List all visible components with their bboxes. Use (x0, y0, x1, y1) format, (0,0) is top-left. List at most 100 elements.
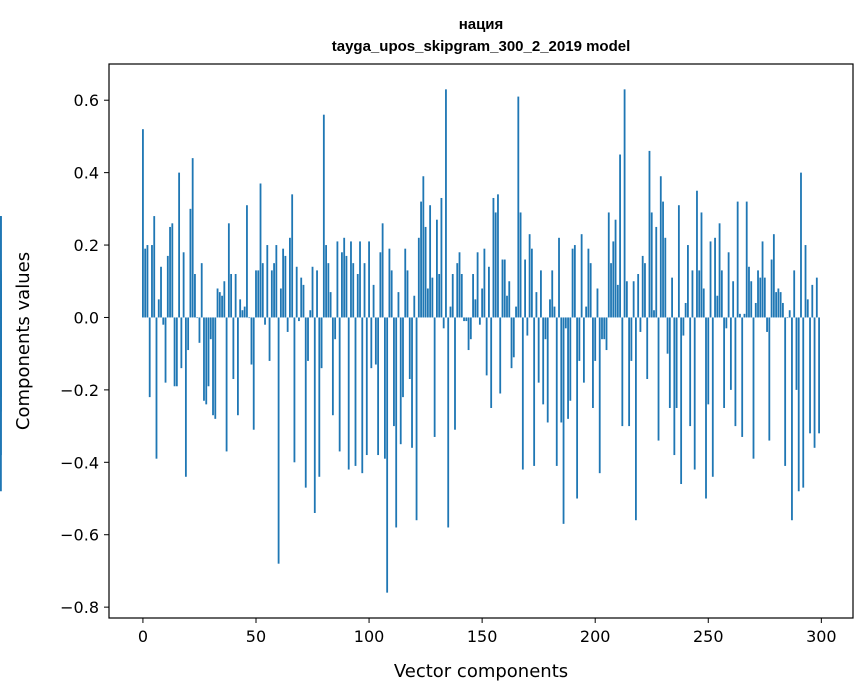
bar (169, 226, 171, 318)
chart-subtitle: tayga_upos_skipgram_300_2_2019 model (332, 38, 631, 55)
bar (802, 317, 805, 488)
bar (467, 317, 470, 351)
bar (510, 317, 513, 369)
bar (424, 226, 427, 318)
y-tick-label: 0.4 (74, 164, 99, 183)
bar (576, 317, 579, 499)
bar (388, 248, 391, 318)
bar (218, 292, 221, 318)
bar (261, 263, 264, 318)
bar (540, 270, 542, 318)
bar (370, 317, 373, 369)
bar (596, 288, 599, 318)
y-axis: −0.8 −0.6 −0.4 −0.2 0.0 0.2 0.4 0.6 (60, 91, 109, 617)
bar (345, 255, 348, 318)
bar (451, 274, 454, 318)
bar (279, 288, 282, 318)
bar (806, 299, 809, 318)
bar (682, 317, 685, 336)
bar (558, 237, 560, 318)
bar (397, 292, 400, 318)
bar (189, 208, 192, 318)
bar (445, 89, 447, 318)
bar (691, 270, 694, 318)
bar (727, 252, 730, 318)
bar (748, 266, 750, 318)
bar (677, 205, 680, 318)
bar (381, 223, 384, 318)
bar (549, 299, 551, 318)
bar (506, 295, 508, 318)
bar (438, 274, 441, 318)
bar (720, 270, 723, 318)
bar (641, 255, 644, 318)
bar (404, 248, 407, 318)
x-axis-label: Vector components (394, 661, 568, 682)
y-tick-label: 0.6 (74, 91, 99, 110)
bar (524, 259, 526, 318)
bar (298, 317, 300, 322)
bar (813, 317, 816, 448)
bar (515, 306, 517, 318)
bar (589, 263, 592, 318)
bar (0, 313, 2, 318)
bar (580, 234, 583, 318)
bar (791, 317, 793, 521)
bar (605, 317, 608, 351)
bar (668, 317, 671, 408)
bar (732, 281, 735, 318)
bar (194, 274, 196, 318)
bar (336, 241, 339, 318)
bar (659, 176, 662, 318)
bar (454, 317, 456, 430)
bar (625, 281, 628, 318)
bar (347, 317, 350, 470)
bar (216, 288, 219, 318)
bar (318, 317, 321, 477)
bar (592, 317, 594, 408)
bar (252, 317, 255, 430)
bar (259, 183, 262, 318)
bar (519, 212, 522, 318)
bar (725, 317, 728, 329)
bar (264, 317, 266, 325)
bar (178, 172, 181, 318)
bar (334, 317, 337, 340)
bar (232, 317, 235, 380)
bar (815, 277, 818, 318)
bar (675, 317, 678, 408)
bar (546, 317, 549, 423)
chart-title: нация (459, 16, 504, 33)
x-tick-label: 50 (246, 627, 266, 646)
y-tick-label: −0.2 (60, 381, 99, 400)
bar (644, 263, 646, 318)
bar (372, 284, 375, 318)
bar (492, 197, 495, 318)
bar (603, 317, 606, 340)
bar (227, 223, 230, 318)
bar (781, 302, 784, 318)
bar (322, 114, 325, 318)
x-tick-label: 300 (806, 627, 837, 646)
x-tick-label: 0 (138, 627, 148, 646)
bar (472, 274, 474, 318)
bar (160, 266, 162, 318)
bar (304, 317, 307, 488)
bar (478, 317, 481, 325)
bar (784, 317, 787, 466)
bar (377, 317, 380, 456)
bar (490, 317, 493, 408)
bar (456, 263, 459, 318)
bar (284, 255, 287, 318)
bar (327, 263, 330, 318)
bar (162, 317, 165, 325)
bar (795, 317, 798, 390)
bar (196, 317, 199, 319)
bar (763, 277, 766, 318)
bar (200, 263, 203, 318)
bar (650, 212, 653, 318)
bar (205, 317, 208, 405)
bar (614, 219, 617, 318)
bar (365, 317, 368, 456)
